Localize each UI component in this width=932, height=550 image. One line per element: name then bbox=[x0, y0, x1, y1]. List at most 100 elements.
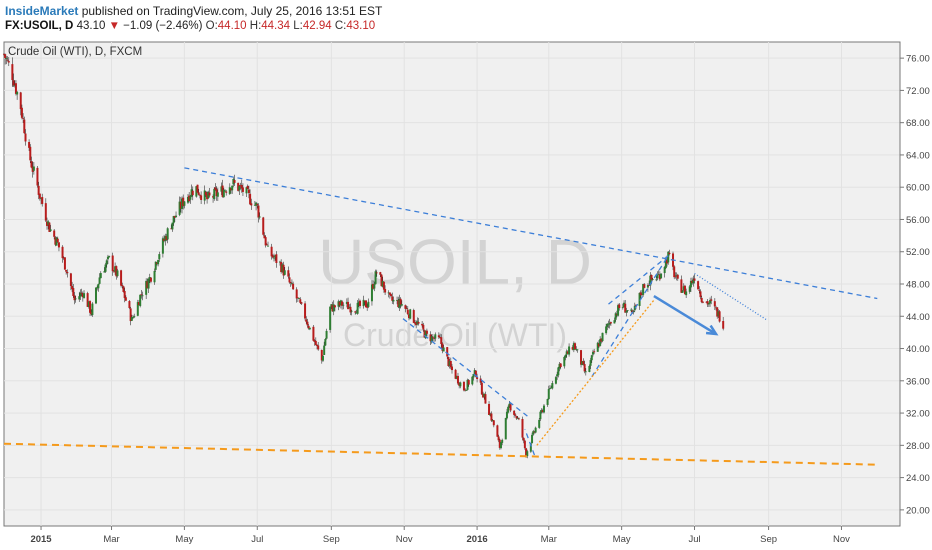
candle-body bbox=[258, 216, 261, 218]
candle bbox=[698, 286, 701, 294]
candle bbox=[122, 285, 125, 293]
candle-body bbox=[274, 255, 277, 258]
candle-body bbox=[112, 271, 115, 273]
candle-body bbox=[374, 271, 377, 285]
candle-body bbox=[615, 314, 618, 316]
candle bbox=[54, 236, 57, 247]
high-value: 44.34 bbox=[261, 20, 291, 32]
candle-body bbox=[467, 380, 470, 385]
candle bbox=[255, 201, 258, 211]
candle-body bbox=[716, 307, 719, 317]
candle bbox=[56, 236, 59, 243]
candle bbox=[124, 295, 127, 302]
candle-body bbox=[547, 389, 550, 400]
candle-body bbox=[298, 298, 301, 299]
candle-body bbox=[255, 202, 258, 206]
candle-body bbox=[349, 306, 352, 313]
candle-body bbox=[597, 343, 600, 347]
candle-body bbox=[580, 350, 583, 365]
candle bbox=[40, 197, 43, 205]
candle bbox=[16, 90, 19, 100]
candle bbox=[146, 278, 149, 289]
candle bbox=[606, 323, 609, 331]
candle-body bbox=[433, 338, 436, 340]
candle bbox=[673, 265, 676, 280]
candle-body bbox=[105, 260, 108, 265]
candle bbox=[233, 174, 236, 186]
candle bbox=[465, 389, 468, 391]
candle-body bbox=[663, 267, 666, 274]
candle-body bbox=[62, 257, 65, 259]
candle bbox=[307, 324, 310, 330]
candle-body bbox=[106, 256, 109, 260]
candle-body bbox=[548, 388, 551, 389]
candle bbox=[74, 295, 77, 303]
candle bbox=[348, 304, 351, 309]
candle-body bbox=[182, 197, 185, 207]
candle bbox=[32, 162, 35, 175]
candle-body bbox=[492, 420, 495, 426]
candle-body bbox=[96, 287, 99, 289]
candle bbox=[183, 200, 186, 209]
candle-body bbox=[490, 413, 493, 421]
candle-body bbox=[329, 306, 332, 330]
candle-body bbox=[546, 399, 549, 405]
candle-body bbox=[415, 322, 418, 326]
candle bbox=[439, 333, 442, 339]
candle bbox=[354, 310, 357, 315]
candle-body bbox=[325, 330, 328, 339]
candle-body bbox=[306, 321, 309, 326]
time-axis[interactable]: 2015 Mar May Jul Sep Nov 2016 Mar May Jul Sep Nov bbox=[30, 526, 850, 545]
candle bbox=[674, 272, 677, 279]
candle-body bbox=[120, 270, 123, 286]
candle bbox=[523, 439, 526, 450]
candle-body bbox=[600, 338, 603, 342]
high-label: H: bbox=[249, 20, 262, 32]
candle bbox=[14, 80, 17, 96]
price-axis[interactable]: 76.00 72.00 68.00 64.00 60.00 56.00 52.00 48.00… bbox=[900, 54, 930, 517]
candle bbox=[630, 307, 633, 313]
price-tick-label: 20.00 bbox=[906, 505, 930, 516]
candle-body bbox=[14, 83, 17, 94]
candle-body bbox=[189, 196, 192, 200]
candle bbox=[314, 337, 317, 346]
candle-body bbox=[121, 285, 124, 287]
candle-body bbox=[57, 242, 60, 248]
candle bbox=[581, 360, 584, 366]
candle bbox=[148, 273, 151, 284]
candle bbox=[28, 139, 31, 151]
candle-body bbox=[423, 330, 426, 338]
candle-body bbox=[262, 217, 265, 235]
candlestick-chart[interactable]: USOIL, D Crude Oil (WTI) Crude Oil (WTI)… bbox=[0, 38, 932, 550]
candle-body bbox=[38, 193, 41, 199]
price-tick-label: 36.00 bbox=[906, 376, 930, 387]
candle-body bbox=[347, 301, 350, 310]
candle bbox=[46, 217, 49, 230]
price-tick-label: 72.00 bbox=[906, 86, 930, 97]
candle bbox=[416, 317, 419, 326]
candle bbox=[563, 356, 566, 369]
candle bbox=[265, 243, 268, 246]
candle-body bbox=[181, 198, 184, 209]
candle-body bbox=[618, 304, 621, 309]
candle-body bbox=[405, 308, 408, 310]
candle-body bbox=[323, 345, 326, 355]
author-link[interactable]: InsideMarket bbox=[5, 4, 79, 18]
candle-body bbox=[238, 186, 241, 191]
candle-body bbox=[701, 301, 704, 303]
candle-body bbox=[78, 296, 81, 300]
candle bbox=[513, 410, 516, 418]
price-tick-label: 68.00 bbox=[906, 118, 930, 129]
candle bbox=[112, 269, 115, 273]
candle-body bbox=[651, 279, 654, 281]
candle-body bbox=[601, 332, 604, 342]
candle bbox=[204, 191, 207, 198]
candle-body bbox=[582, 361, 585, 365]
candle bbox=[451, 363, 453, 374]
candle bbox=[173, 215, 176, 222]
candle bbox=[699, 289, 702, 300]
candle bbox=[90, 309, 93, 317]
candle-body bbox=[607, 323, 610, 325]
candle bbox=[241, 183, 244, 196]
candle bbox=[231, 185, 234, 194]
